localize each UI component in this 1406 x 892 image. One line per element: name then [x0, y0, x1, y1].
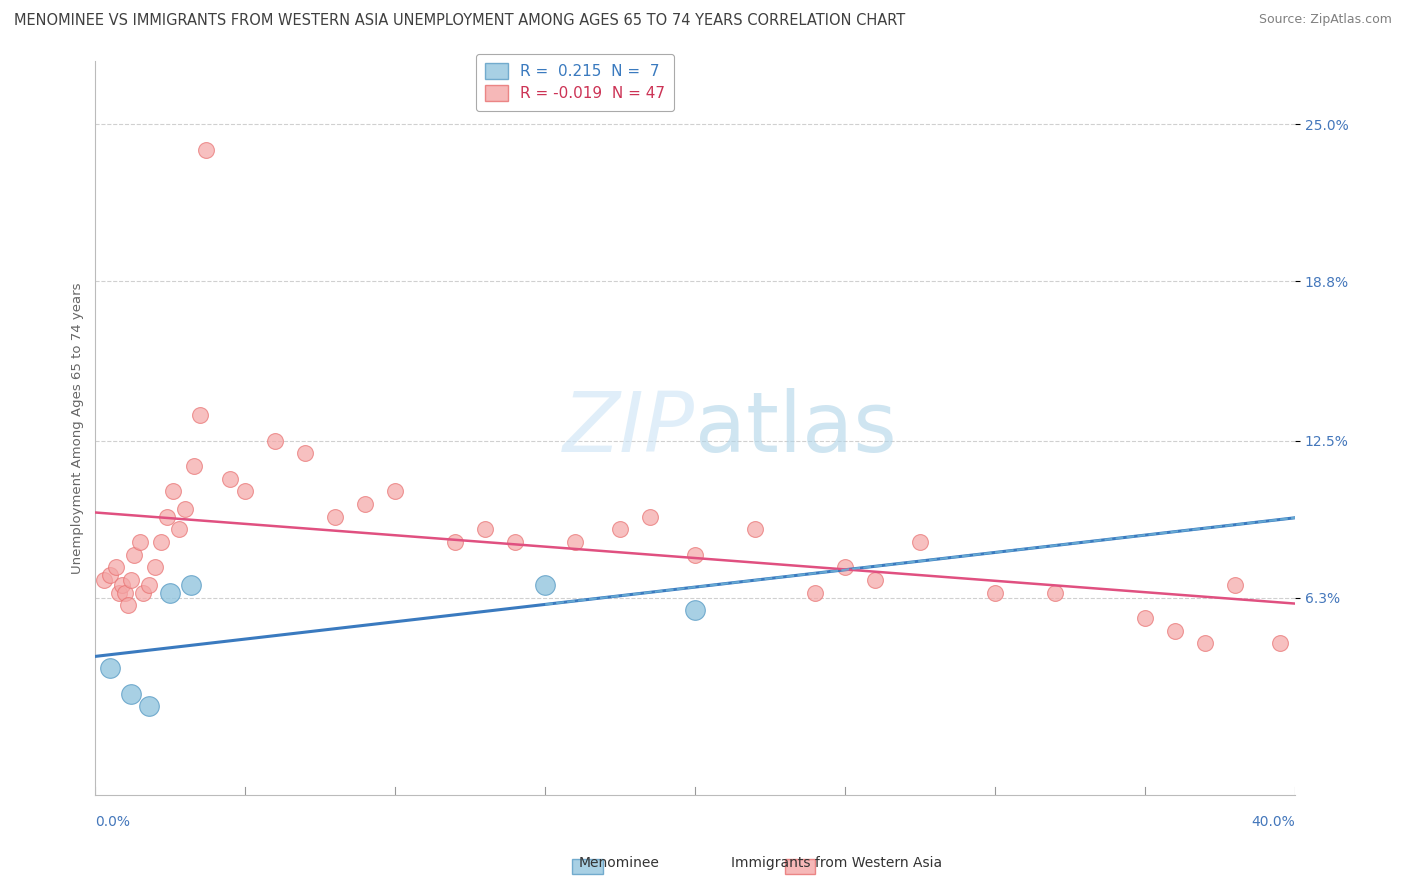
Point — [503, 535, 526, 549]
Point — [138, 699, 160, 714]
Text: 0.0%: 0.0% — [96, 815, 131, 830]
Point — [1194, 636, 1216, 650]
Point — [354, 497, 377, 511]
Text: MENOMINEE VS IMMIGRANTS FROM WESTERN ASIA UNEMPLOYMENT AMONG AGES 65 TO 74 YEARS: MENOMINEE VS IMMIGRANTS FROM WESTERN ASI… — [14, 13, 905, 29]
Point — [129, 535, 152, 549]
Point — [638, 509, 661, 524]
Point — [98, 567, 121, 582]
Point — [834, 560, 856, 574]
Point — [984, 585, 1007, 599]
Point — [93, 573, 115, 587]
Point — [233, 484, 256, 499]
Point — [132, 585, 155, 599]
Point — [159, 585, 181, 599]
Point — [384, 484, 406, 499]
Point — [124, 548, 146, 562]
Point — [169, 522, 191, 536]
Point — [120, 573, 142, 587]
Point — [474, 522, 496, 536]
Point — [114, 585, 136, 599]
Point — [98, 661, 121, 675]
Point — [1133, 611, 1156, 625]
Text: atlas: atlas — [695, 388, 897, 468]
Point — [117, 599, 139, 613]
Point — [219, 472, 242, 486]
Point — [174, 502, 197, 516]
Point — [138, 578, 160, 592]
Point — [120, 687, 142, 701]
Point — [105, 560, 128, 574]
Point — [1223, 578, 1246, 592]
Point — [294, 446, 316, 460]
Point — [609, 522, 631, 536]
Point — [111, 578, 134, 592]
Text: Immigrants from Western Asia: Immigrants from Western Asia — [731, 855, 942, 870]
Point — [264, 434, 287, 448]
Point — [188, 409, 211, 423]
Point — [323, 509, 346, 524]
Point — [108, 585, 131, 599]
Point — [162, 484, 184, 499]
Point — [683, 548, 706, 562]
Legend: R =  0.215  N =  7, R = -0.019  N = 47: R = 0.215 N = 7, R = -0.019 N = 47 — [477, 54, 675, 111]
Point — [1268, 636, 1291, 650]
Point — [444, 535, 467, 549]
Point — [150, 535, 173, 549]
Point — [564, 535, 586, 549]
Text: ZIP: ZIP — [564, 388, 695, 468]
Point — [534, 578, 557, 592]
Point — [1164, 624, 1187, 638]
Point — [183, 458, 205, 473]
Point — [744, 522, 766, 536]
Point — [143, 560, 166, 574]
Point — [195, 143, 218, 157]
Text: 40.0%: 40.0% — [1251, 815, 1295, 830]
Point — [156, 509, 179, 524]
Text: Menominee: Menominee — [578, 855, 659, 870]
Point — [1043, 585, 1066, 599]
Point — [804, 585, 827, 599]
Point — [863, 573, 886, 587]
Point — [683, 603, 706, 617]
Point — [908, 535, 931, 549]
Point — [180, 578, 202, 592]
Text: Source: ZipAtlas.com: Source: ZipAtlas.com — [1258, 13, 1392, 27]
Y-axis label: Unemployment Among Ages 65 to 74 years: Unemployment Among Ages 65 to 74 years — [72, 283, 84, 574]
